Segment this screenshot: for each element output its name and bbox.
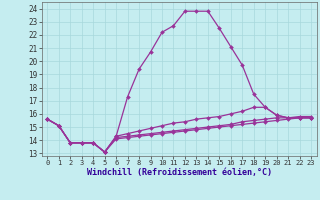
X-axis label: Windchill (Refroidissement éolien,°C): Windchill (Refroidissement éolien,°C) bbox=[87, 168, 272, 177]
